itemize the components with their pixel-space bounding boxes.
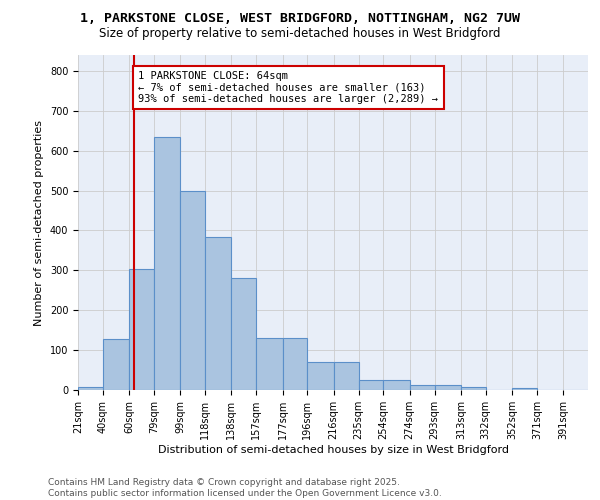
Bar: [334, 362, 359, 390]
Text: 1 PARKSTONE CLOSE: 64sqm
← 7% of semi-detached houses are smaller (163)
93% of s: 1 PARKSTONE CLOSE: 64sqm ← 7% of semi-de…: [139, 71, 439, 104]
Bar: [461, 387, 486, 390]
Bar: [129, 269, 154, 390]
Bar: [256, 338, 283, 390]
Bar: [434, 385, 461, 390]
Bar: [307, 362, 334, 390]
Bar: [78, 387, 103, 390]
Bar: [383, 380, 410, 390]
Text: 1, PARKSTONE CLOSE, WEST BRIDGFORD, NOTTINGHAM, NG2 7UW: 1, PARKSTONE CLOSE, WEST BRIDGFORD, NOTT…: [80, 12, 520, 26]
Text: Contains HM Land Registry data © Crown copyright and database right 2025.
Contai: Contains HM Land Registry data © Crown c…: [48, 478, 442, 498]
Bar: [180, 190, 205, 390]
X-axis label: Distribution of semi-detached houses by size in West Bridgford: Distribution of semi-detached houses by …: [157, 444, 509, 454]
Text: Size of property relative to semi-detached houses in West Bridgford: Size of property relative to semi-detach…: [99, 28, 501, 40]
Bar: [232, 278, 256, 390]
Bar: [512, 388, 537, 390]
Bar: [103, 339, 129, 390]
Bar: [283, 338, 307, 390]
Bar: [205, 238, 232, 390]
Bar: [154, 137, 180, 390]
Bar: [359, 380, 383, 390]
Y-axis label: Number of semi-detached properties: Number of semi-detached properties: [34, 120, 44, 326]
Bar: [410, 385, 434, 390]
